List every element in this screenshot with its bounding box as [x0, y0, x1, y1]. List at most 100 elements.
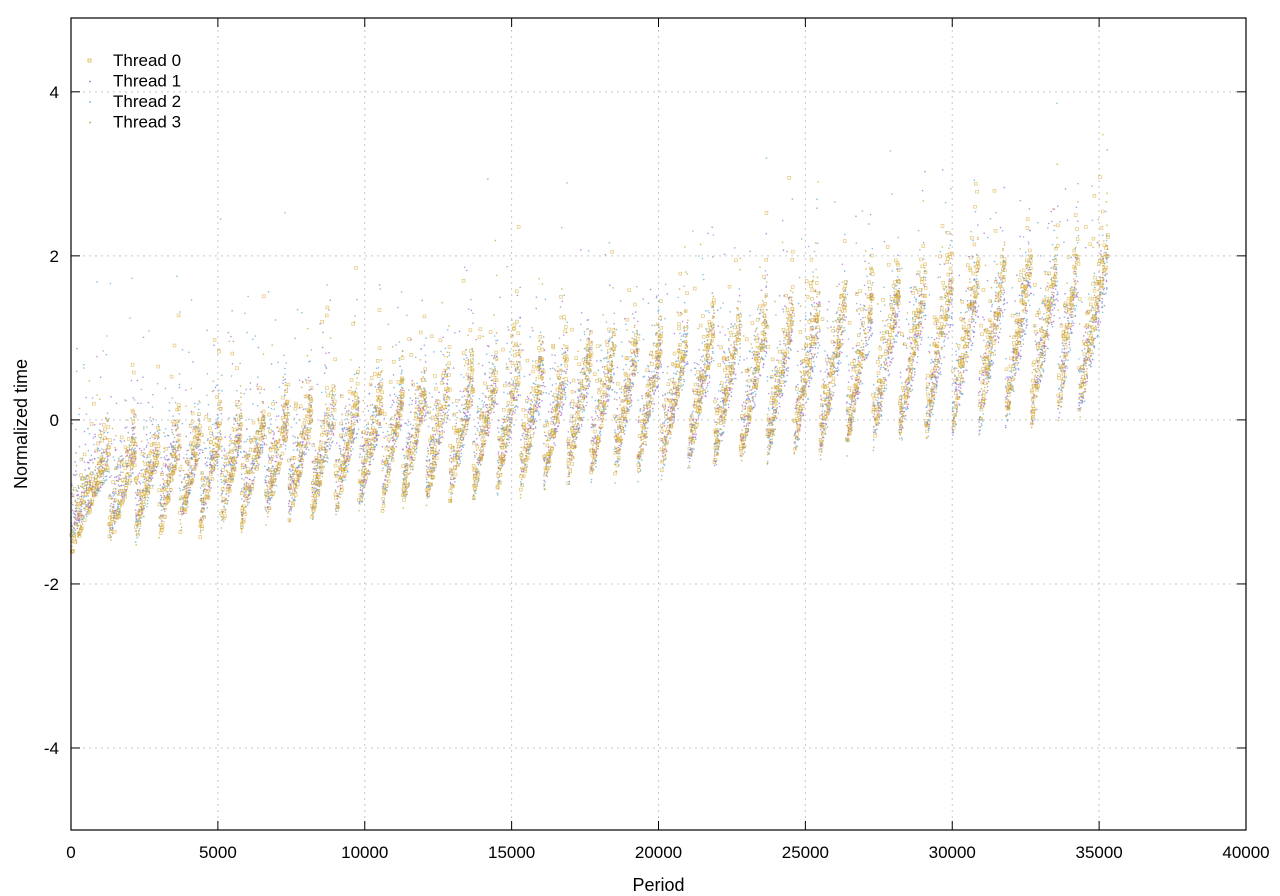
- data-point: [268, 448, 273, 453]
- data-point: [547, 446, 550, 448]
- data-point: [432, 434, 434, 436]
- data-point: [160, 472, 164, 477]
- data-point: [467, 410, 470, 413]
- data-point: [78, 517, 81, 520]
- data-point: [169, 374, 174, 379]
- data-point: [613, 372, 615, 375]
- data-point: [420, 394, 422, 397]
- data-point: [554, 369, 557, 372]
- data-point: [471, 400, 473, 403]
- data-point: [509, 360, 511, 363]
- data-point: [614, 450, 617, 453]
- data-point: [656, 377, 659, 379]
- data-point: [491, 403, 493, 406]
- data-point: [434, 433, 437, 436]
- data-point: [180, 510, 182, 513]
- data-point: [395, 445, 398, 448]
- data-point: [225, 452, 230, 457]
- data-point: [594, 424, 597, 426]
- data-point: [260, 411, 262, 413]
- data-point: [603, 412, 606, 415]
- data-point: [163, 515, 167, 519]
- data-point: [596, 454, 598, 457]
- data-point: [237, 445, 240, 448]
- data-point: [388, 446, 390, 448]
- data-point: [143, 448, 146, 450]
- data-point: [98, 449, 101, 452]
- data-point: [118, 477, 120, 479]
- data-point: [135, 518, 138, 521]
- data-point: [617, 446, 620, 449]
- data-point: [324, 430, 326, 432]
- data-point: [524, 447, 526, 449]
- data-point: [176, 449, 179, 452]
- data-point: [529, 421, 532, 424]
- data-point: [249, 470, 253, 474]
- data-point: [265, 495, 269, 500]
- data-point: [476, 437, 478, 440]
- data-point: [631, 373, 633, 376]
- data-point: [521, 470, 523, 473]
- data-point: [569, 382, 572, 384]
- data-point: [107, 445, 111, 450]
- data-point: [561, 300, 564, 302]
- data-point: [311, 461, 314, 463]
- data-point: [478, 434, 481, 437]
- data-point: [395, 417, 398, 420]
- data-point: [83, 476, 86, 479]
- data-point: [92, 401, 96, 406]
- data-point: [228, 478, 232, 483]
- data-point: [458, 330, 461, 333]
- data-point: [144, 483, 148, 487]
- data-point: [351, 436, 354, 438]
- data-point: [248, 487, 251, 489]
- data-point: [607, 393, 609, 396]
- data-point: [230, 450, 234, 454]
- data-point: [545, 464, 548, 467]
- data-point: [499, 296, 501, 299]
- data-point: [430, 474, 433, 477]
- data-point: [157, 488, 161, 492]
- data-point: [294, 401, 298, 406]
- data-point: [436, 429, 438, 432]
- data-point: [393, 443, 396, 445]
- data-point: [227, 477, 230, 480]
- data-point: [425, 486, 428, 488]
- data-point: [176, 407, 181, 411]
- data-point: [164, 458, 167, 461]
- data-point: [192, 361, 194, 363]
- data-points: [69, 102, 1110, 554]
- data-point: [301, 441, 304, 444]
- data-point: [94, 433, 96, 436]
- data-point: [414, 402, 417, 404]
- data-point: [178, 510, 182, 515]
- data-point: [84, 469, 87, 471]
- data-point: [369, 463, 372, 466]
- data-point: [170, 472, 174, 476]
- data-point: [377, 386, 380, 389]
- data-point: [367, 469, 370, 472]
- data-point: [335, 507, 337, 510]
- data-point: [80, 498, 85, 503]
- data-point: [258, 455, 260, 458]
- data-point: [112, 529, 117, 534]
- data-point: [397, 306, 399, 309]
- data-point: [122, 498, 124, 500]
- data-point: [470, 397, 472, 399]
- data-point: [232, 340, 235, 343]
- data-point: [472, 380, 474, 382]
- data-point: [134, 413, 137, 416]
- data-point: [74, 461, 76, 463]
- data-point: [323, 372, 326, 374]
- data-point: [106, 425, 111, 429]
- data-point: [407, 420, 410, 423]
- data-point: [242, 456, 244, 459]
- data-point: [497, 427, 499, 429]
- data-point: [442, 436, 444, 439]
- data-point: [371, 403, 374, 406]
- data-point: [228, 475, 233, 479]
- data-point: [418, 409, 420, 412]
- data-point: [185, 473, 188, 475]
- data-point: [200, 499, 203, 502]
- data-point: [402, 389, 404, 392]
